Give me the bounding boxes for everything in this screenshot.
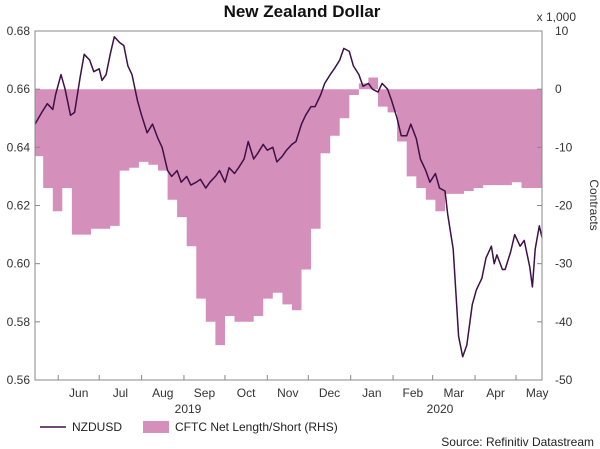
legend: NZDUSD CFTC Net Length/Short (RHS) <box>40 420 338 434</box>
legend-area-swatch <box>143 421 169 433</box>
source-note: Source: Refinitiv Datastream <box>441 435 594 449</box>
right-tick-label: -20 <box>555 199 573 213</box>
month-tick-label: Oct <box>237 386 256 400</box>
left-tick-label: 0.60 <box>7 257 31 271</box>
left-tick-label: 0.58 <box>7 315 31 329</box>
legend-label-cftc: CFTC Net Length/Short (RHS) <box>175 420 338 434</box>
left-tick-label: 0.66 <box>7 82 31 96</box>
right-tick-label: -50 <box>555 373 573 387</box>
chart-title: New Zealand Dollar <box>224 2 381 21</box>
month-tick-label: Jul <box>113 386 128 400</box>
month-tick-label: Dec <box>319 386 340 400</box>
left-tick-label: 0.64 <box>7 140 31 154</box>
month-tick-label: Sep <box>194 386 216 400</box>
nzdusd-line <box>34 36 543 358</box>
left-tick-label: 0.56 <box>7 373 31 387</box>
year-label-2020: 2020 <box>427 402 454 416</box>
right-axis-multiplier: x 1,000 <box>537 10 577 24</box>
left-axis: 0.56 0.58 0.60 0.62 0.64 0.66 0.68 <box>7 24 40 387</box>
year-label-2019: 2019 <box>175 402 202 416</box>
month-tick-label: Mar <box>444 386 465 400</box>
month-tick-label: Aug <box>152 386 173 400</box>
left-tick-label: 0.68 <box>7 24 31 38</box>
left-tick-label: 0.62 <box>7 199 31 213</box>
nzdusd-line-layer <box>34 36 543 358</box>
right-tick-label: 10 <box>555 24 569 38</box>
right-tick-label: -30 <box>555 257 573 271</box>
month-tick-label: Feb <box>403 386 424 400</box>
cftc-area-layer <box>35 77 542 346</box>
month-tick-label: May <box>526 386 549 400</box>
right-axis-label: Contracts <box>587 179 600 230</box>
legend-label-nzdusd: NZDUSD <box>72 420 122 434</box>
right-tick-label: 0 <box>555 82 562 96</box>
month-tick-label: Nov <box>277 386 298 400</box>
x-axis: Jun Jul Aug Sep Oct Nov Dec Jan Feb Mar Apr May <box>57 375 549 400</box>
right-tick-label: -10 <box>555 140 573 154</box>
month-tick-label: Apr <box>486 386 505 400</box>
right-axis: -50 -40 -30 -20 -10 0 10 <box>537 24 573 387</box>
plot-area <box>34 36 543 358</box>
month-tick-label: Jan <box>362 386 381 400</box>
right-tick-label: -40 <box>555 315 573 329</box>
month-tick-label: Jun <box>69 386 88 400</box>
cftc-area <box>35 77 542 346</box>
